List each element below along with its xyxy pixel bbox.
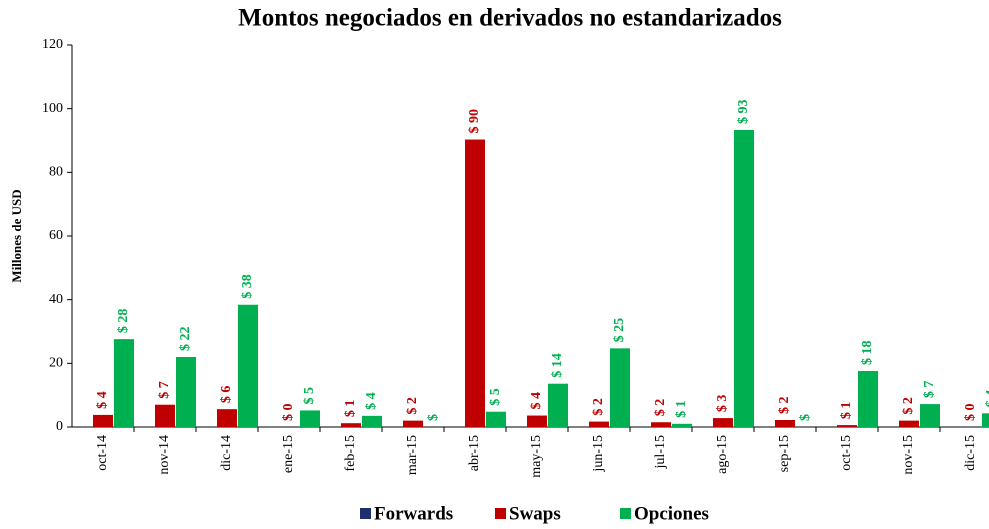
bar (465, 139, 485, 428)
x-tick-label: jul-15 (653, 435, 668, 469)
legend-label: Opciones (634, 503, 709, 524)
bar (920, 404, 940, 427)
bar (982, 413, 989, 427)
bar (527, 415, 547, 427)
x-tick-label: ene-15 (281, 435, 296, 473)
value-label: $ 2 (405, 397, 420, 415)
bar (238, 304, 258, 427)
bar (300, 410, 320, 427)
y-tick-label: 100 (42, 101, 63, 116)
value-label: $ 1 (343, 400, 358, 418)
bar (775, 419, 795, 427)
y-tick-label: 60 (49, 228, 63, 243)
legend-swatch (360, 508, 371, 519)
y-axis-label: Millones de USD (9, 189, 24, 282)
bar (610, 348, 630, 427)
bar (341, 423, 361, 427)
value-label: $ 2 (653, 399, 668, 417)
x-tick-label: sep-15 (777, 435, 792, 472)
value-label: $ 4 (529, 392, 544, 410)
value-label: $ 4 (984, 390, 989, 408)
value-label: $ 90 (467, 109, 482, 134)
y-tick-label: 20 (49, 356, 63, 371)
value-label: $ (426, 414, 441, 421)
legend-swatch (620, 508, 631, 519)
bar (672, 423, 692, 427)
value-label: $ 3 (715, 395, 730, 413)
bar (589, 421, 609, 427)
value-label: $ 2 (901, 397, 916, 415)
x-tick-label: dic-15 (963, 435, 978, 471)
value-label: $ 28 (116, 309, 131, 334)
legend-label: Forwards (374, 503, 453, 524)
value-label: $ 2 (777, 396, 792, 414)
bar (734, 129, 754, 427)
value-label: $ (798, 414, 813, 421)
value-label: $ 22 (178, 326, 193, 351)
bar (217, 409, 237, 427)
value-label: $ 5 (488, 388, 503, 406)
value-label: $ 5 (302, 387, 317, 405)
bar (93, 414, 113, 427)
bar (176, 356, 196, 427)
y-tick-label: 120 (42, 37, 63, 52)
x-tick-label: may-15 (529, 435, 544, 478)
value-label: $ 0 (963, 404, 978, 422)
x-tick-label: ago-15 (715, 435, 730, 474)
x-tick-label: oct-14 (95, 435, 110, 471)
y-tick-label: 40 (49, 292, 63, 307)
bar (114, 339, 134, 427)
bar (155, 404, 175, 427)
x-tick-label: dic-14 (219, 435, 234, 471)
value-label: $ 93 (736, 99, 751, 124)
bar (899, 420, 919, 427)
value-label: $ 18 (860, 340, 875, 365)
x-tick-label: jun-15 (591, 435, 606, 473)
value-label: $ 7 (157, 381, 172, 399)
value-label: $ 25 (612, 318, 627, 343)
y-tick-label: 80 (49, 165, 63, 180)
value-label: $ 14 (550, 353, 565, 378)
legend-label: Swaps (509, 503, 561, 524)
bar (837, 425, 857, 427)
bar (713, 418, 733, 427)
value-label: $ 1 (839, 402, 854, 420)
legend-swatch (495, 508, 506, 519)
chart-title: Montos negociados en derivados no estand… (238, 5, 782, 32)
bar (858, 370, 878, 427)
value-label: $ 4 (95, 391, 110, 409)
bar (403, 420, 423, 427)
x-tick-label: oct-15 (839, 435, 854, 471)
bar (548, 383, 568, 427)
value-label: $ 1 (674, 400, 689, 418)
value-label: $ 2 (591, 398, 606, 416)
value-label: $ 38 (240, 274, 255, 299)
x-tick-label: mar-15 (405, 435, 420, 475)
bar (651, 422, 671, 427)
x-tick-label: nov-15 (901, 435, 916, 475)
x-tick-label: feb-15 (343, 435, 358, 472)
value-label: $ 0 (281, 404, 296, 422)
bar (486, 411, 506, 427)
bar (362, 415, 382, 427)
value-label: $ 4 (364, 392, 379, 410)
value-label: $ 6 (219, 386, 234, 404)
y-tick-label: 0 (56, 419, 63, 434)
x-tick-label: abr-15 (467, 435, 482, 471)
x-tick-label: nov-14 (157, 435, 172, 475)
value-label: $ 7 (922, 381, 937, 399)
